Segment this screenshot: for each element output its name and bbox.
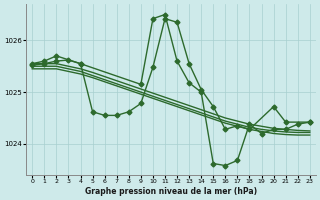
X-axis label: Graphe pression niveau de la mer (hPa): Graphe pression niveau de la mer (hPa): [85, 187, 257, 196]
